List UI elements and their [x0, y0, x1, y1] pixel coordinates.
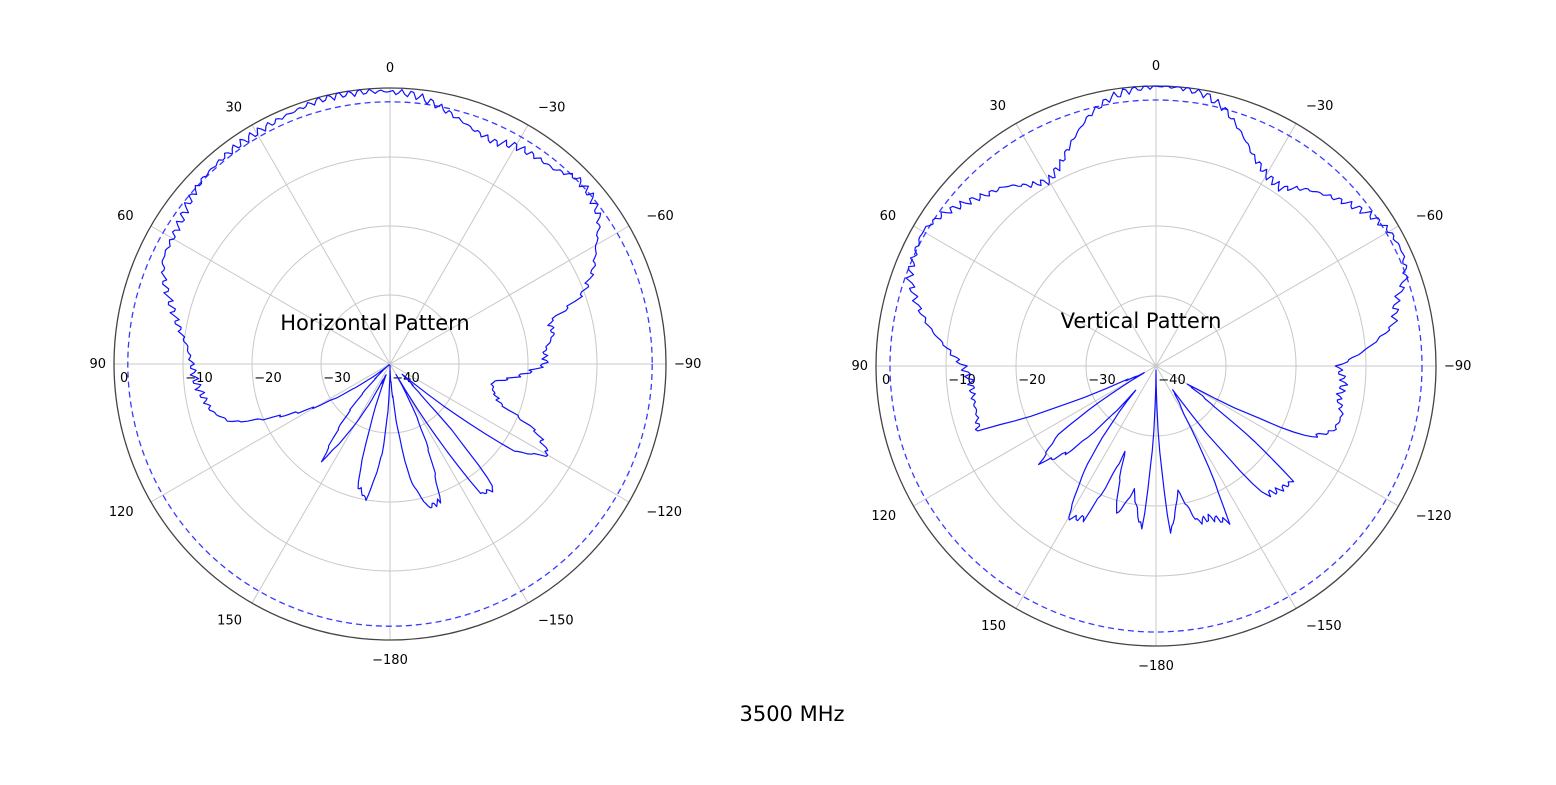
angle-tick-label: 150: [981, 619, 1006, 634]
radial-tick-label: −30: [1088, 373, 1115, 388]
grid-spoke: [251, 124, 529, 604]
angle-tick-label: −150: [1306, 619, 1342, 634]
angle-tick-label: −90: [1444, 359, 1471, 374]
reference-level-circle: [889, 99, 1423, 633]
angle-tick-label: 120: [871, 509, 896, 524]
frequency-caption: 3500 MHz: [739, 702, 845, 726]
angle-tick-label: −60: [646, 209, 673, 224]
angle-tick-label: 0: [1152, 59, 1160, 74]
angle-tick-label: −60: [1416, 209, 1443, 224]
angle-tick-label: −30: [1306, 99, 1333, 114]
angle-tick-label: 90: [89, 357, 106, 372]
angle-tick-label: −90: [674, 357, 701, 372]
radial-tick-label: −30: [323, 371, 350, 386]
radial-tick-label: −40: [1158, 373, 1185, 388]
radial-tick-label: 0: [882, 373, 890, 388]
pattern-trace: [905, 85, 1409, 534]
angle-tick-label: 30: [225, 101, 242, 116]
radial-tick-label: −20: [254, 371, 281, 386]
angle-tick-label: −120: [646, 505, 682, 520]
angle-tick-label: −120: [1416, 509, 1452, 524]
angle-tick-label: 60: [880, 209, 897, 224]
angle-tick-label: 30: [989, 99, 1006, 114]
angle-tick-label: −150: [538, 613, 574, 628]
angle-tick-label: 120: [109, 505, 134, 520]
angle-tick-label: 90: [851, 359, 868, 374]
radial-tick-label: −20: [1018, 373, 1045, 388]
radial-tick-label: 0: [120, 371, 128, 386]
grid-spoke: [1015, 123, 1297, 609]
angle-tick-label: 0: [386, 61, 394, 76]
plot-title: Vertical Pattern: [1061, 309, 1222, 333]
angle-tick-label: −180: [1138, 659, 1174, 674]
angle-tick-label: 60: [117, 209, 134, 224]
reference-level-circle: [127, 101, 653, 627]
angle-tick-label: 150: [217, 613, 242, 628]
angle-tick-label: −30: [538, 101, 565, 116]
plot-title: Horizontal Pattern: [280, 311, 469, 335]
angle-tick-label: −180: [372, 653, 408, 668]
pattern-trace: [160, 88, 602, 509]
outer-ring: [113, 87, 667, 641]
